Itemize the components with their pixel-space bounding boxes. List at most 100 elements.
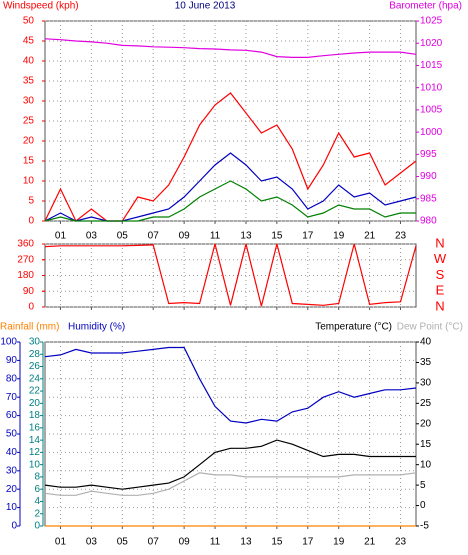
y-tick-label: 180	[17, 270, 34, 281]
x-tick-label: 11	[210, 231, 221, 242]
y3-tick-label: 20	[29, 398, 41, 409]
y2-tick-label: 1010	[420, 82, 443, 93]
y3-tick-label: 30	[29, 337, 41, 348]
x-tick-label: 17	[302, 537, 314, 548]
y-tick-label: 10	[6, 502, 18, 513]
series-line	[44, 243, 417, 307]
y2-tick-label: N	[435, 235, 444, 250]
y2-tick-label: 10	[420, 459, 432, 470]
plot-frame	[44, 20, 417, 222]
y-tick-label: 20	[23, 136, 35, 147]
x-tick-label: 23	[395, 537, 407, 548]
x-tick-label: 11	[210, 537, 221, 548]
x-tick-label: 15	[271, 537, 283, 548]
axis-label: Barometer (hpa)	[389, 1, 462, 12]
y-tick-label: 60	[6, 410, 18, 421]
x-tick-label: 05	[117, 231, 129, 242]
y-tick-label: 270	[17, 254, 34, 265]
y3-tick-label: 18	[29, 410, 41, 421]
y2-tick-label: 25	[420, 398, 432, 409]
series-line	[44, 439, 416, 490]
y3-tick-label: 8	[34, 472, 40, 483]
y3-tick-label: 6	[34, 484, 40, 495]
y-tick-label: 30	[6, 465, 18, 476]
x-tick-label: 07	[148, 537, 160, 548]
y3-tick-label: 16	[29, 423, 41, 434]
y3-tick-label: 10	[29, 459, 41, 470]
y2-tick-label: 35	[420, 357, 432, 368]
x-tick-label: 21	[364, 537, 376, 548]
y3-tick-label: 4	[34, 496, 40, 507]
series-line	[44, 346, 417, 424]
y-tick-label: 10	[23, 176, 35, 187]
y3-tick-label: 22	[29, 386, 41, 397]
x-tick-label: 17	[302, 231, 314, 242]
y3-tick-label: 24	[29, 373, 41, 384]
y2-tick-label: N	[435, 298, 444, 313]
x-tick-label: 01	[55, 537, 67, 548]
y-tick-label: 0	[11, 521, 17, 532]
y3-tick-label: 14	[29, 435, 41, 446]
y3-tick-label: 2	[34, 508, 40, 519]
x-tick-label: 01	[55, 231, 67, 242]
y2-tick-label: 1020	[420, 38, 443, 49]
x-tick-label: 03	[86, 231, 98, 242]
x-tick-label: 09	[179, 537, 191, 548]
y2-tick-label: 1000	[420, 127, 443, 138]
y2-tick-label: 40	[420, 337, 432, 348]
y2-tick-label: S	[436, 267, 445, 282]
x-tick-label: 07	[148, 231, 160, 242]
y-tick-label: 360	[17, 239, 34, 250]
axis-label: Temperature (°C)	[315, 322, 392, 333]
x-tick-label: 15	[271, 231, 283, 242]
y-tick-label: 35	[23, 76, 35, 87]
x-tick-label: 09	[179, 231, 191, 242]
series-line	[44, 152, 417, 222]
axis-label: Windspeed (kph)	[3, 1, 79, 12]
y-tick-label: 90	[6, 355, 18, 366]
y2-tick-label: 15	[420, 439, 432, 450]
y2-tick-label: 0	[420, 500, 426, 511]
x-tick-label: 19	[333, 537, 345, 548]
y2-tick-label: 20	[420, 418, 432, 429]
y2-tick-label: 990	[420, 171, 437, 182]
y-tick-label: 15	[23, 156, 35, 167]
y-tick-label: 70	[6, 392, 18, 403]
y3-tick-label: 28	[29, 349, 41, 360]
x-tick-label: 19	[333, 231, 345, 242]
y3-tick-label: 26	[29, 361, 41, 372]
y2-tick-label: 1005	[420, 105, 443, 116]
series-line	[44, 180, 416, 222]
y2-tick-label: 1025	[420, 16, 443, 27]
y2-tick-label: -5	[420, 521, 429, 532]
series-line	[44, 38, 417, 58]
chart-title: 10 June 2013	[175, 1, 236, 12]
y-tick-label: 5	[28, 196, 34, 207]
y2-tick-label: 30	[420, 378, 432, 389]
y2-tick-label: 980	[420, 216, 437, 227]
y-tick-label: 0	[28, 216, 34, 227]
y2-tick-label: W	[434, 251, 447, 266]
y2-tick-label: 995	[420, 149, 437, 160]
x-tick-label: 21	[364, 231, 376, 242]
y-tick-label: 100	[0, 337, 17, 348]
y3-tick-label: 12	[29, 447, 41, 458]
plot-frame	[44, 341, 417, 527]
y-tick-label: 50	[23, 16, 35, 27]
axis-label: Rainfall (mm)	[0, 322, 59, 333]
x-tick-label: 13	[240, 537, 252, 548]
axis-label: Humidity (%)	[68, 322, 125, 333]
y-tick-label: 40	[6, 447, 18, 458]
y-tick-label: 20	[6, 484, 18, 495]
y2-tick-label: 1015	[420, 60, 443, 71]
y-tick-label: 90	[23, 286, 35, 297]
plot-frame	[44, 243, 417, 308]
y2-tick-label: 985	[420, 193, 437, 204]
x-tick-label: 13	[240, 231, 252, 242]
x-tick-label: 03	[86, 537, 98, 548]
x-tick-label: 05	[117, 537, 129, 548]
y-tick-label: 30	[23, 96, 35, 107]
y-tick-label: 40	[23, 56, 35, 67]
series-line	[44, 472, 417, 496]
